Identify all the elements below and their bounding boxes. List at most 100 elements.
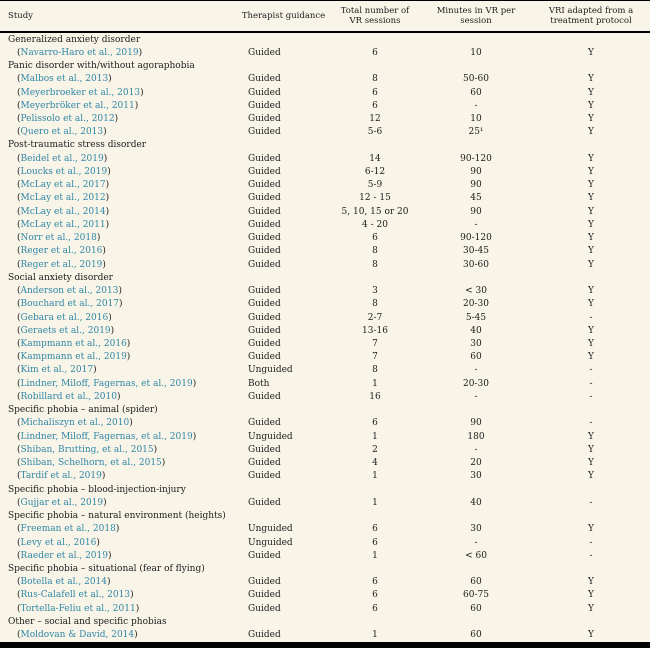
sessions-value: 8 xyxy=(372,246,378,257)
study-citation-link[interactable]: Norr et al., 2018 xyxy=(20,233,97,244)
study-row: (Geraets et al., 2019) Guided 13-16 40 Y xyxy=(0,324,650,337)
sessions-value: 1 xyxy=(372,471,378,482)
study-citation-link[interactable]: Tortella-Feliu et al., 2011 xyxy=(20,603,136,614)
vri-value: - xyxy=(589,391,593,402)
study-citation-link[interactable]: Geraets et al., 2019 xyxy=(20,325,111,336)
study-citation-link[interactable]: McLay et al., 2014 xyxy=(20,206,106,217)
study-cell: (McLay et al., 2017) xyxy=(17,180,110,191)
study-row: (Raeder et al., 2019) Guided 1 < 60 - xyxy=(0,549,650,562)
study-citation-link[interactable]: Loucks et al., 2019 xyxy=(20,166,108,177)
therapist-guidance-value: Guided xyxy=(248,153,281,164)
study-citation-link[interactable]: Shiban, Schelhorn, et al., 2015 xyxy=(20,458,162,469)
section-row: Social anxiety disorder xyxy=(0,271,650,284)
study-citation-link[interactable]: Bouchard et al., 2017 xyxy=(20,299,120,310)
study-citation-link[interactable]: Quero et al., 2013 xyxy=(20,127,104,138)
study-citation-link[interactable]: Kim et al., 2017 xyxy=(20,365,94,376)
study-citation-link[interactable]: Anderson et al., 2013 xyxy=(20,286,119,297)
study-citation-link[interactable]: Kampmann et al., 2016 xyxy=(20,339,127,349)
table-body: Generalized anxiety disorder (Navarro-Har… xyxy=(0,33,650,642)
study-citation-link[interactable]: Reger et al., 2016 xyxy=(20,246,103,257)
therapist-guidance-value: Guided xyxy=(248,590,281,601)
study-citation-link[interactable]: Raeder et al., 2019 xyxy=(20,550,108,561)
vri-value: Y xyxy=(588,339,594,349)
study-row: (Gebara et al., 2016) Guided 2-7 5-45 - xyxy=(0,311,650,324)
sessions-value: 12 xyxy=(369,114,381,125)
study-citation-link[interactable]: Lindner, Miloff, Fagernas, et al., 2019 xyxy=(20,378,193,389)
sessions-value: 6 xyxy=(372,537,378,548)
study-citation-link[interactable]: Robillard et al., 2010 xyxy=(20,391,117,402)
vri-value: Y xyxy=(588,259,594,270)
therapist-guidance-value: Guided xyxy=(248,444,281,455)
therapist-guidance-value: Unguided xyxy=(248,537,293,548)
study-row: (Kim et al., 2017) Unguided 8 - - xyxy=(0,364,650,377)
study-cell: (Botella et al., 2014) xyxy=(17,577,111,588)
study-citation-link[interactable]: Meyerbroeker et al., 2013 xyxy=(20,87,141,98)
study-citation-link[interactable]: Kampmann et al., 2019 xyxy=(20,352,127,363)
sessions-value: 5-9 xyxy=(367,180,383,191)
study-citation-link[interactable]: Gebara et al., 2016 xyxy=(20,312,109,323)
therapist-guidance-value: Guided xyxy=(248,127,281,138)
study-row: (Rus-Calafell et al., 2013) Guided 6 60-75 Y xyxy=(0,589,650,602)
therapist-guidance-value: Guided xyxy=(248,458,281,469)
col-header-minutes-per-session: Minutes in VR per session xyxy=(436,6,516,26)
study-citation-link[interactable]: McLay et al., 2012 xyxy=(20,193,106,204)
study-citation-link[interactable]: Rus-Calafell et al., 2013 xyxy=(20,590,131,601)
study-citation-link[interactable]: McLay et al., 2017 xyxy=(20,180,106,191)
study-cell: (Freeman et al., 2018) xyxy=(17,524,120,535)
minutes-value: 50-60 xyxy=(463,74,489,85)
therapist-guidance-value: Guided xyxy=(248,577,281,588)
minutes-value: 90 xyxy=(470,166,482,177)
study-citation-link[interactable]: Beidel et al., 2019 xyxy=(20,153,104,164)
therapist-guidance-value: Guided xyxy=(248,193,281,204)
study-row: (Reger et al., 2016) Guided 8 30-45 Y xyxy=(0,245,650,258)
study-citation-link[interactable]: Michaliszyn et al., 2010 xyxy=(20,418,130,429)
vri-value: - xyxy=(589,497,593,508)
sessions-value: 1 xyxy=(372,431,378,442)
sessions-value: 13-16 xyxy=(362,325,388,336)
study-citation-link[interactable]: Gujjar et al., 2019 xyxy=(20,497,104,508)
sessions-value: 6 xyxy=(372,47,378,58)
study-citation-link[interactable]: Pelissolo et al., 2012 xyxy=(20,114,115,125)
study-cell: (Raeder et al., 2019) xyxy=(17,550,112,561)
sessions-value: 12 - 15 xyxy=(359,193,391,204)
study-row: (Freeman et al., 2018) Unguided 6 30 Y xyxy=(0,523,650,536)
sessions-value: 1 xyxy=(372,497,378,508)
study-cell: (McLay et al., 2012) xyxy=(17,193,110,204)
vri-value: Y xyxy=(588,630,594,641)
study-citation-link[interactable]: Tardif et al., 2019 xyxy=(20,471,102,482)
minutes-value: 20-30 xyxy=(463,378,489,389)
study-citation-link[interactable]: Moldovan & David, 2014 xyxy=(20,630,135,641)
minutes-value: 90-120 xyxy=(460,233,492,244)
sessions-value: 6 xyxy=(372,603,378,614)
minutes-value: - xyxy=(474,444,478,455)
study-citation-link[interactable]: Navarro-Haro et al., 2019 xyxy=(20,47,139,58)
study-citation-link[interactable]: Malbos et al., 2013 xyxy=(20,74,109,85)
study-cell: (Moldovan & David, 2014) xyxy=(17,630,138,641)
study-citation-link[interactable]: Lindner, Miloff, Fagernas, et al., 2019 xyxy=(20,431,193,442)
therapist-guidance-value: Guided xyxy=(248,312,281,323)
therapist-guidance-value: Guided xyxy=(248,180,281,191)
study-citation-link[interactable]: Reger et al., 2019 xyxy=(20,259,103,270)
study-citation-link[interactable]: Freeman et al., 2018 xyxy=(20,524,116,535)
sessions-value: 3 xyxy=(372,286,378,297)
study-citation-link[interactable]: Levy et al., 2016 xyxy=(20,537,97,548)
therapist-guidance-value: Unguided xyxy=(248,365,293,376)
therapist-guidance-value: Guided xyxy=(248,603,281,614)
section-label: Social anxiety disorder xyxy=(8,272,113,283)
vri-value: Y xyxy=(588,127,594,138)
study-cell: (Lindner, Miloff, Fagernas, et al., 2019… xyxy=(17,431,197,442)
section-label: Panic disorder with/without agoraphobia xyxy=(8,61,195,72)
sessions-value: 1 xyxy=(372,550,378,561)
study-citation-link[interactable]: Meyerbröker et al., 2011 xyxy=(20,100,135,111)
study-cell: (Kim et al., 2017) xyxy=(17,365,97,376)
section-label: Specific phobia – animal (spider) xyxy=(8,405,158,416)
study-citation-link[interactable]: Shiban, Brutting, et al., 2015 xyxy=(20,444,154,455)
vri-value: Y xyxy=(588,114,594,125)
therapist-guidance-value: Guided xyxy=(248,100,281,111)
study-row: (Gujjar et al., 2019) Guided 1 40 - xyxy=(0,496,650,509)
study-citation-link[interactable]: Botella et al., 2014 xyxy=(20,577,108,588)
sessions-value: 1 xyxy=(372,378,378,389)
study-citation-link[interactable]: McLay et al., 2011 xyxy=(20,219,106,230)
vri-value: Y xyxy=(588,100,594,111)
sessions-value: 4 - 20 xyxy=(362,219,388,230)
